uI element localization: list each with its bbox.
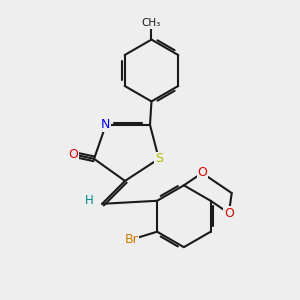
Text: Br: Br <box>124 232 138 246</box>
Text: N: N <box>101 118 110 131</box>
Text: H: H <box>84 194 93 207</box>
Text: CH₃: CH₃ <box>142 18 161 28</box>
Text: O: O <box>68 148 78 161</box>
Text: O: O <box>224 207 234 220</box>
Text: O: O <box>197 167 207 179</box>
Text: S: S <box>155 152 163 165</box>
